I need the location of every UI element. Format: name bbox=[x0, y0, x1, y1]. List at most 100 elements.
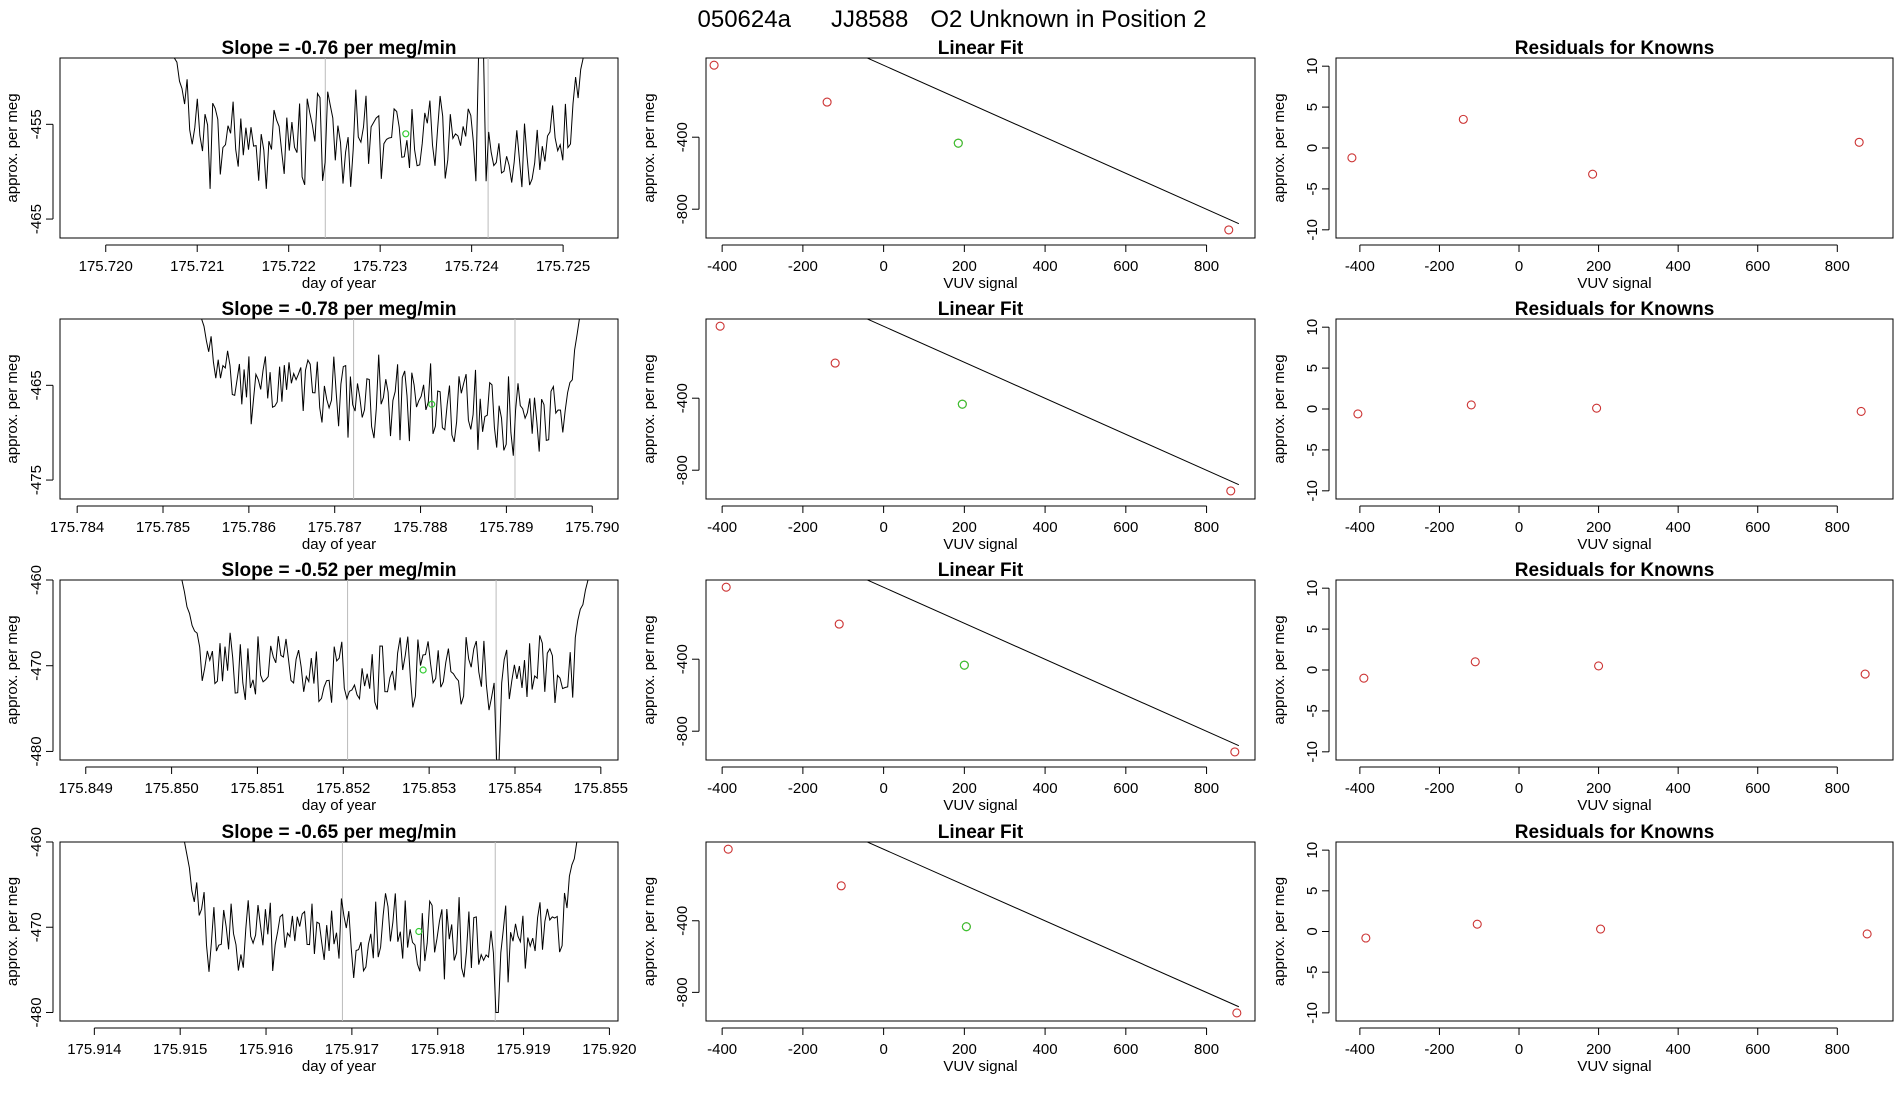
x-axis-label: VUV signal bbox=[943, 536, 1017, 553]
panel-title: Residuals for Knowns bbox=[1515, 299, 1715, 320]
x-tick-label: 200 bbox=[952, 258, 977, 275]
y-axis-label: approx. per meg bbox=[1271, 615, 1288, 724]
x-tick-label: 175.786 bbox=[222, 519, 276, 536]
y-tick-label: -10 bbox=[1304, 480, 1321, 502]
title-description: O2 Unknown in Position 2 bbox=[930, 6, 1206, 33]
y-tick-label: 5 bbox=[1304, 625, 1321, 633]
panel-title: Slope = -0.52 per meg/min bbox=[222, 560, 457, 581]
plot-frame bbox=[705, 318, 1256, 500]
panel-r1-fit: Linear Fit -400 -200 0 200 400 600 800 VUV signa… bbox=[641, 38, 1256, 292]
known-point bbox=[709, 60, 719, 70]
panel-title: Slope = -0.65 per meg/min bbox=[222, 822, 457, 843]
y-axis-label: approx. per meg bbox=[4, 93, 21, 202]
known-point bbox=[1856, 406, 1866, 417]
y-tick-label: -470 bbox=[28, 912, 45, 942]
x-axis-label: day of year bbox=[302, 536, 376, 553]
x-tick-label: 175.720 bbox=[79, 258, 133, 275]
known-point bbox=[1862, 929, 1872, 939]
panel-r2-fit: Linear Fit -400 -200 0 200 400 600 800 VUV signa… bbox=[641, 299, 1256, 553]
known-point bbox=[721, 582, 731, 592]
x-axis-label: VUV signal bbox=[1577, 797, 1651, 814]
per-meg-series-line bbox=[181, 580, 589, 760]
y-tick-label: 0 bbox=[1304, 666, 1321, 674]
panel-title: Slope = -0.78 per meg/min bbox=[222, 299, 457, 320]
x-tick-label: 200 bbox=[1586, 519, 1611, 536]
x-tick-label: 175.853 bbox=[402, 780, 456, 797]
x-tick-label: 175.855 bbox=[574, 780, 628, 797]
y-axis-label: approx. per meg bbox=[4, 615, 21, 724]
known-point bbox=[830, 358, 840, 368]
x-tick-label: 400 bbox=[1666, 780, 1691, 797]
panel-title: Linear Fit bbox=[938, 299, 1024, 320]
x-tick-label: -200 bbox=[788, 780, 818, 797]
x-tick-label: 400 bbox=[1033, 1041, 1058, 1058]
known-point bbox=[1472, 919, 1482, 929]
y-axis-label: approx. per meg bbox=[641, 354, 658, 463]
x-tick-label: -400 bbox=[707, 258, 737, 275]
panel-r3-time: Slope = -0.52 per meg/min 175.849 175.850 1… bbox=[4, 560, 628, 814]
x-tick-label: 175.915 bbox=[153, 1041, 207, 1058]
y-axis-label: approx. per meg bbox=[641, 93, 658, 202]
x-tick-label: 400 bbox=[1666, 519, 1691, 536]
plot-frame bbox=[705, 579, 1256, 761]
x-tick-label: -200 bbox=[788, 1041, 818, 1058]
x-tick-label: 200 bbox=[952, 780, 977, 797]
y-tick-label: -480 bbox=[28, 997, 45, 1027]
x-tick-label: 175.918 bbox=[411, 1041, 465, 1058]
known-point bbox=[1347, 153, 1357, 163]
known-point bbox=[1359, 673, 1369, 683]
x-axis-label: VUV signal bbox=[1577, 275, 1651, 292]
y-tick-label: 10 bbox=[1304, 842, 1321, 859]
x-axis-label: day of year bbox=[302, 275, 376, 292]
tank-id: JJ8588 bbox=[831, 6, 908, 33]
x-tick-label: 800 bbox=[1194, 258, 1219, 275]
known-point bbox=[822, 97, 832, 107]
plot-frame bbox=[59, 579, 619, 761]
x-tick-label: 0 bbox=[1515, 1041, 1523, 1058]
y-axis-label: approx. per meg bbox=[4, 354, 21, 463]
y-tick-label: -10 bbox=[1304, 741, 1321, 763]
panel-grid: Slope = -0.76 per meg/min 175.720 175.721 1… bbox=[4, 38, 1894, 1075]
y-tick-label: 5 bbox=[1304, 887, 1321, 895]
known-point bbox=[1353, 409, 1363, 419]
x-tick-label: -200 bbox=[788, 519, 818, 536]
y-tick-label: -400 bbox=[674, 644, 691, 674]
known-point bbox=[1596, 924, 1606, 934]
x-tick-label: 175.914 bbox=[67, 1041, 121, 1058]
known-point bbox=[723, 844, 733, 854]
fit-line bbox=[866, 580, 1240, 747]
y-tick-label: 5 bbox=[1304, 103, 1321, 111]
x-tick-label: 0 bbox=[1515, 519, 1523, 536]
y-tick-label: 10 bbox=[1304, 58, 1321, 75]
known-point bbox=[1470, 657, 1480, 667]
panel-title: Linear Fit bbox=[938, 38, 1024, 59]
plot-data bbox=[181, 580, 589, 760]
panel-title: Linear Fit bbox=[938, 822, 1024, 843]
x-tick-label: 600 bbox=[1113, 519, 1138, 536]
x-tick-label: 0 bbox=[879, 258, 887, 275]
x-tick-label: -200 bbox=[1424, 258, 1454, 275]
per-meg-series-line bbox=[201, 319, 580, 456]
panel-r4-resid: Residuals for Knowns -400 -200 0 200 400 600 80… bbox=[1271, 822, 1894, 1075]
known-point bbox=[1232, 1008, 1242, 1018]
unknown-point bbox=[959, 660, 969, 670]
plot-data bbox=[1353, 400, 1866, 419]
x-axis-label: VUV signal bbox=[1577, 1058, 1651, 1075]
x-tick-label: 175.790 bbox=[565, 519, 619, 536]
fit-line bbox=[866, 319, 1240, 486]
x-tick-label: 800 bbox=[1194, 780, 1219, 797]
plot-frame bbox=[59, 318, 619, 500]
plot-data bbox=[1347, 114, 1864, 179]
unknown-mean-marker bbox=[428, 400, 436, 408]
y-tick-label: -465 bbox=[28, 370, 45, 400]
known-point bbox=[1594, 661, 1604, 671]
x-axis-label: VUV signal bbox=[943, 1058, 1017, 1075]
y-tick-label: 10 bbox=[1304, 319, 1321, 336]
panel-title: Slope = -0.76 per meg/min bbox=[222, 38, 457, 59]
y-tick-label: -480 bbox=[28, 736, 45, 766]
unknown-mean-marker bbox=[402, 130, 410, 138]
y-tick-label: 0 bbox=[1304, 927, 1321, 935]
known-point bbox=[1860, 669, 1870, 679]
x-tick-label: 0 bbox=[1515, 258, 1523, 275]
x-axis-label: day of year bbox=[302, 1058, 376, 1075]
